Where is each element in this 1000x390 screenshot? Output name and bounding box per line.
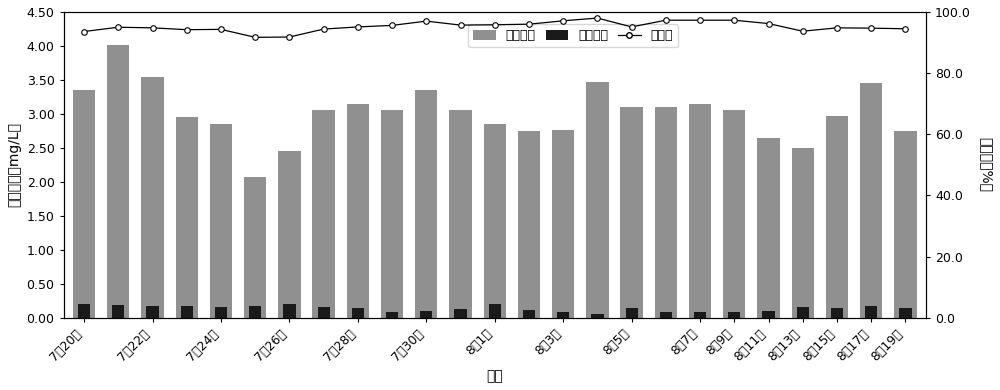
去除率 [899, 27, 911, 31]
Bar [278, 151, 301, 318]
Bar [141, 76, 164, 318]
Bar [762, 311, 775, 318]
Y-axis label: 总磷浓度（mg/L）: 总磷浓度（mg/L） [7, 122, 21, 207]
Bar [591, 314, 604, 318]
去除率 [763, 21, 775, 26]
去除率 [626, 25, 638, 29]
去除率 [591, 16, 603, 20]
去除率 [865, 26, 877, 30]
去除率 [489, 23, 501, 27]
去除率 [831, 25, 843, 30]
去除率 [728, 18, 740, 23]
Bar [865, 305, 877, 318]
Legend: 进水总磷, 出水总磷, 去除率: 进水总磷, 出水总磷, 去除率 [468, 24, 678, 47]
去除率 [660, 18, 672, 23]
Bar [728, 312, 740, 318]
Bar [757, 138, 780, 318]
去除率 [523, 22, 535, 27]
Bar [244, 177, 266, 318]
Bar [826, 116, 848, 318]
Bar [894, 131, 917, 318]
Bar [797, 307, 809, 318]
Bar [792, 148, 814, 318]
Bar [78, 304, 90, 318]
Bar [557, 312, 569, 318]
Bar [626, 308, 638, 318]
Bar [689, 104, 711, 318]
Bar [586, 82, 609, 318]
去除率 [78, 29, 90, 34]
Bar [655, 107, 677, 318]
Bar [489, 304, 501, 318]
去除率 [420, 19, 432, 23]
Bar [283, 304, 296, 318]
Bar [694, 312, 706, 318]
Bar [181, 306, 193, 318]
Bar [176, 117, 198, 318]
去除率 [455, 23, 467, 27]
去除率 [249, 35, 261, 40]
Bar [899, 308, 912, 318]
去除率 [283, 35, 295, 39]
Bar [347, 104, 369, 318]
Bar [386, 312, 398, 318]
Bar [552, 129, 574, 318]
Bar [73, 90, 95, 318]
Bar [454, 309, 467, 318]
去除率 [318, 27, 330, 32]
Bar [107, 45, 129, 318]
去除率 [386, 23, 398, 28]
去除率 [694, 18, 706, 23]
Bar [415, 90, 437, 318]
Bar [831, 308, 843, 318]
去除率 [147, 25, 159, 30]
Bar [312, 110, 335, 318]
Bar [249, 306, 261, 318]
Bar [318, 307, 330, 318]
Bar [112, 305, 124, 318]
去除率 [215, 27, 227, 32]
Bar [146, 305, 159, 318]
Bar [620, 107, 643, 318]
Bar [215, 307, 227, 318]
X-axis label: 日期: 日期 [486, 369, 503, 383]
去除率 [557, 18, 569, 23]
Bar [210, 124, 232, 318]
Y-axis label: 去除率（%）: 去除率（%） [979, 137, 993, 192]
去除率 [797, 29, 809, 34]
去除率 [181, 27, 193, 32]
Bar [420, 311, 432, 318]
Bar [381, 110, 403, 318]
Bar [484, 124, 506, 318]
Bar [518, 131, 540, 318]
Bar [352, 308, 364, 318]
Bar [449, 110, 472, 318]
Bar [660, 312, 672, 318]
去除率 [352, 25, 364, 29]
Line: 去除率: 去除率 [81, 15, 908, 40]
Bar [523, 310, 535, 318]
Bar [860, 83, 882, 318]
去除率 [112, 25, 124, 30]
Bar [723, 110, 745, 318]
